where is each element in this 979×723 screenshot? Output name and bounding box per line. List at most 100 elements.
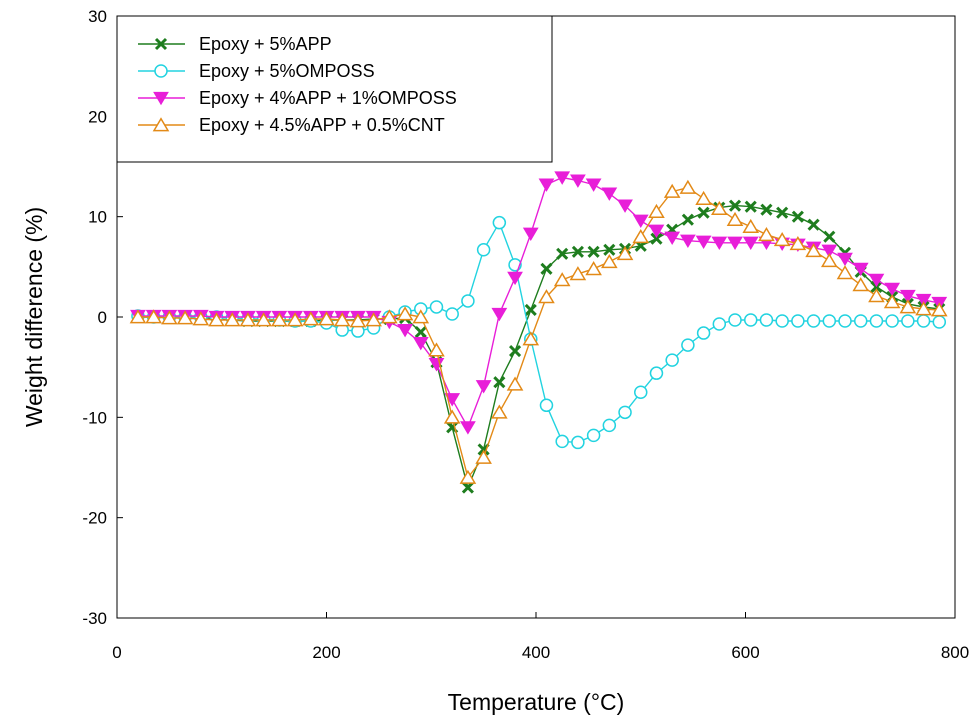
series-1-marker xyxy=(744,200,757,213)
series-1-marker xyxy=(508,345,522,358)
series-2-marker xyxy=(853,314,868,328)
series-3-marker xyxy=(852,262,869,277)
series-layer xyxy=(129,171,948,494)
series-3-marker xyxy=(711,236,728,251)
series-2-marker xyxy=(712,317,727,331)
x-tick-label: 0 xyxy=(112,643,121,662)
series-2-marker xyxy=(869,314,884,328)
series-1-marker xyxy=(760,203,773,216)
series-2-marker xyxy=(822,314,837,328)
series-1-marker xyxy=(681,213,694,226)
series-1-marker xyxy=(414,325,427,339)
series-4-marker xyxy=(553,272,571,287)
legend-label: Epoxy + 5%APP xyxy=(199,34,332,54)
series-4-marker xyxy=(161,310,178,325)
series-4-marker xyxy=(129,309,147,324)
series-3-marker xyxy=(475,380,492,394)
series-2-marker xyxy=(618,405,632,420)
y-tick-label: 10 xyxy=(88,208,107,227)
series-4-marker xyxy=(742,218,760,234)
series-4-marker xyxy=(349,313,367,328)
series-2-marker xyxy=(492,215,507,230)
series-1-marker xyxy=(524,303,537,317)
legend-box xyxy=(116,15,553,163)
series-3-marker xyxy=(585,178,602,192)
series-3-marker xyxy=(695,235,712,250)
series-2-marker xyxy=(571,435,585,450)
series-2-marker xyxy=(728,313,742,327)
series-2-marker xyxy=(791,314,805,328)
series-2-marker xyxy=(665,353,679,367)
series-1-marker xyxy=(603,243,616,256)
series-3-marker xyxy=(742,236,759,251)
series-3-marker xyxy=(899,289,916,304)
y-tick-label: 0 xyxy=(98,308,107,327)
series-3-marker xyxy=(648,224,665,238)
series-4-marker xyxy=(145,309,162,324)
series-4-marker xyxy=(679,179,697,194)
series-4-marker xyxy=(208,312,225,327)
series-3-marker xyxy=(522,227,539,242)
series-4-marker xyxy=(930,302,948,317)
series-4-marker xyxy=(915,301,932,316)
series-4-marker xyxy=(506,376,524,391)
series-4-marker xyxy=(302,311,320,326)
y-axis-title: Weight difference (%) xyxy=(21,207,47,427)
series-4-marker xyxy=(538,289,555,304)
series-4-marker xyxy=(396,306,414,321)
series-4-marker xyxy=(255,312,272,327)
series-4-marker xyxy=(711,200,728,215)
x-axis: 0 200 400 600 800 xyxy=(112,612,969,662)
series-4-marker xyxy=(443,409,461,424)
series-3-marker xyxy=(664,231,681,246)
series-4-marker xyxy=(271,312,288,327)
series-1-line xyxy=(137,204,940,490)
series-3-marker xyxy=(538,178,555,192)
series-3-marker xyxy=(507,271,523,286)
series-4-marker xyxy=(868,288,885,303)
series-1-marker xyxy=(556,247,569,260)
series-4-marker xyxy=(726,211,744,227)
series-3-marker xyxy=(554,171,571,185)
series-4-marker xyxy=(412,309,430,324)
series-4-marker xyxy=(789,235,807,251)
series-2-marker xyxy=(476,243,491,257)
series-4-marker xyxy=(632,228,650,244)
series-4-marker xyxy=(475,449,492,464)
series-4-marker xyxy=(286,312,304,327)
series-1 xyxy=(131,199,946,494)
series-4-marker xyxy=(601,254,618,269)
series-2-marker xyxy=(696,326,711,340)
series-3-marker xyxy=(884,282,901,297)
y-axis: -30 -20 -10 0 10 20 30 xyxy=(82,7,123,628)
series-4-marker xyxy=(459,469,477,484)
series-4-marker xyxy=(585,261,602,276)
series-4-marker xyxy=(836,265,854,280)
x-tick-label: 200 xyxy=(312,643,340,662)
series-1-marker xyxy=(697,206,710,219)
series-4-marker xyxy=(773,231,791,247)
series-2-marker xyxy=(885,314,899,328)
series-3-marker xyxy=(460,421,476,435)
series-4-marker xyxy=(428,342,445,357)
series-4-marker xyxy=(820,253,838,268)
series-2-marker xyxy=(759,313,774,327)
legend-marker xyxy=(152,117,170,132)
series-4-line xyxy=(137,186,940,480)
x-tick-label: 800 xyxy=(941,643,969,662)
series-1-marker xyxy=(461,481,474,494)
series-1-marker xyxy=(776,206,789,219)
series-1-marker xyxy=(650,232,663,245)
series-2-marker xyxy=(634,385,648,399)
series-3-marker xyxy=(412,336,429,351)
y-tick-label: -10 xyxy=(82,408,107,427)
x-tick-label: 400 xyxy=(522,643,550,662)
series-3-marker xyxy=(868,273,885,288)
series-1-marker xyxy=(791,210,804,223)
series-3-marker xyxy=(601,187,618,201)
series-3-marker xyxy=(915,293,932,308)
legend-marker xyxy=(154,64,168,78)
series-4-marker xyxy=(805,243,822,258)
legend-item: Epoxy + 4%APP + 1%OMPOSS xyxy=(138,88,457,108)
series-3-line xyxy=(137,176,940,430)
